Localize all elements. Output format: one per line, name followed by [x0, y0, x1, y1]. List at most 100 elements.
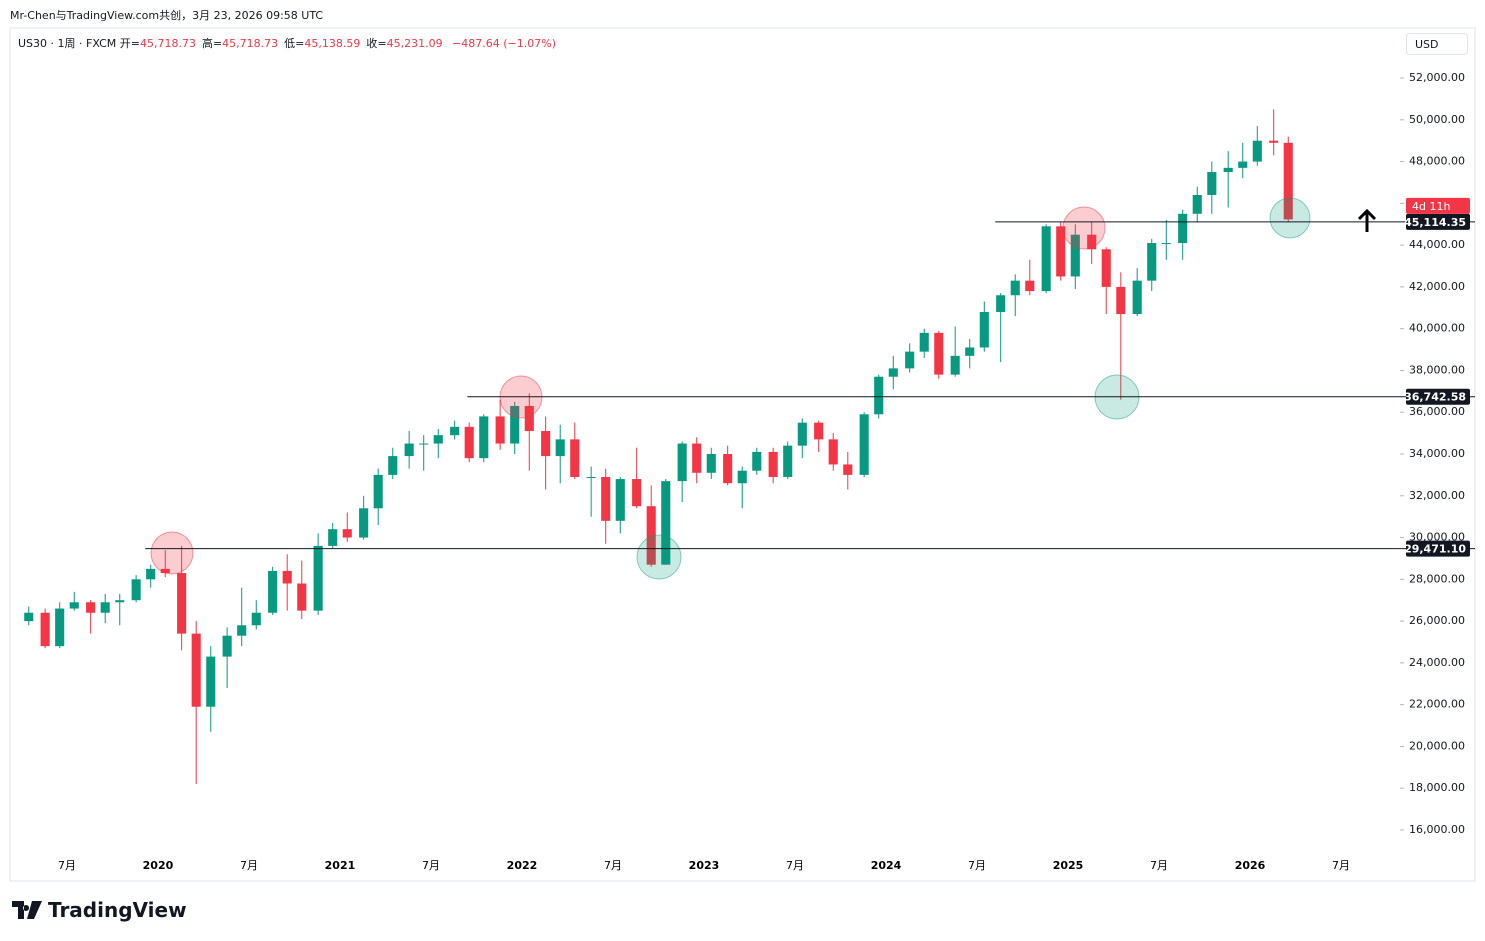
- y-tick-label: 26,000.00: [1409, 614, 1465, 627]
- ohlc-value: 45,718.73: [222, 37, 279, 50]
- candle-body: [1269, 140, 1279, 143]
- price-label-bg: [1406, 388, 1470, 405]
- candle-body: [479, 416, 489, 459]
- currency-button[interactable]: USD: [1406, 33, 1468, 55]
- y-tick-label: 52,000.00: [1409, 71, 1465, 84]
- candle-body: [1087, 234, 1097, 250]
- chart-frame: [9, 27, 1476, 882]
- candle-body: [814, 422, 824, 440]
- candle-body: [874, 376, 884, 415]
- candle-body: [313, 545, 323, 611]
- ohlc: 开=45,718.73 高=45,718.73 低=45,138.59 收=45,23…: [120, 37, 449, 50]
- candle-body: [191, 633, 201, 707]
- candle-body: [859, 414, 869, 475]
- y-tick-label: 22,000.00: [1409, 698, 1465, 711]
- x-tick-label: 7月: [604, 859, 622, 872]
- candle-body: [1161, 243, 1171, 245]
- candle-body: [965, 347, 975, 356]
- symbol: US30 · 1周 · FXCM: [18, 37, 117, 50]
- candle-body: [1178, 213, 1188, 244]
- brand-name: TradingView: [48, 898, 187, 922]
- circle: [1062, 206, 1106, 250]
- candle-body: [996, 295, 1006, 312]
- candle-body: [632, 479, 642, 507]
- candle-body: [661, 481, 671, 565]
- candle-body: [1025, 280, 1035, 292]
- candle-body: [1207, 172, 1217, 196]
- candle-body: [160, 568, 170, 574]
- candle-body: [1116, 286, 1126, 315]
- price-label-bg: [1406, 213, 1470, 230]
- y-tick-label: 36,000.00: [1409, 405, 1465, 418]
- credit: Mr-Chen与TradingView.com共创，3月 23, 2026 09…: [10, 9, 324, 22]
- circle: [636, 534, 682, 580]
- candle-body: [222, 635, 232, 657]
- x-tick-label: 7月: [1150, 859, 1168, 872]
- circle: [1269, 197, 1311, 239]
- candle-body: [692, 443, 702, 473]
- candle-body: [677, 443, 687, 482]
- y-tick-label: 32,000.00: [1409, 489, 1465, 502]
- change: −487.64 (−1.07%): [452, 37, 557, 50]
- candle-body: [1101, 249, 1111, 287]
- ohlc-label: 低=: [284, 37, 305, 50]
- ohlc-value: 45,231.09: [386, 37, 443, 50]
- candle-body: [1223, 167, 1233, 173]
- ohlc-value: 45,138.59: [304, 37, 361, 50]
- candle-body: [495, 416, 505, 444]
- logo: [12, 901, 42, 919]
- candle-body: [615, 479, 625, 521]
- candle-body: [24, 612, 34, 622]
- candle-body: [251, 612, 261, 626]
- candle-body: [177, 573, 187, 634]
- candle-body: [783, 445, 793, 477]
- y-tick-label: 42,000.00: [1409, 280, 1465, 293]
- candle-body: [55, 608, 65, 647]
- candle-body: [828, 439, 838, 465]
- x-tick-label: 7月: [58, 859, 76, 872]
- candle-body: [752, 451, 762, 471]
- candle-body: [1041, 226, 1051, 292]
- candle-body: [524, 405, 534, 432]
- candle-body: [905, 351, 915, 369]
- candle-body: [419, 443, 429, 445]
- x-tick-label: 2023: [689, 859, 720, 872]
- y-tick-label: 44,000.00: [1409, 238, 1465, 251]
- brand: TradingView: [12, 898, 187, 922]
- x-tick-label: 7月: [968, 859, 986, 872]
- ohlc-label: 开=: [119, 37, 140, 50]
- candle-body: [570, 439, 580, 477]
- legend: US30 · 1周 · FXCM 开=45,718.73 高=45,718.73 低…: [18, 35, 562, 51]
- candle-body: [359, 508, 369, 538]
- x-tick-label: 2025: [1053, 859, 1084, 872]
- x-tick-label: 2024: [871, 859, 902, 872]
- y-tick-label: 28,000.00: [1409, 572, 1465, 585]
- candle-body: [646, 506, 656, 565]
- candle-body: [388, 456, 398, 475]
- candle-body: [950, 355, 960, 375]
- candle-body: [919, 332, 929, 352]
- candle-body: [282, 570, 292, 584]
- x-tick-label: 7月: [422, 859, 440, 872]
- candle-body: [100, 602, 110, 613]
- candle-body: [328, 529, 338, 546]
- candle-body: [86, 602, 96, 613]
- y-tick-label: 48,000.00: [1409, 155, 1465, 168]
- price-label: 29,471.10: [1404, 543, 1466, 556]
- candle-body: [115, 600, 125, 603]
- price-label-bg: [1406, 540, 1470, 557]
- x-tick-label: 2026: [1235, 859, 1266, 872]
- y-tick-label: 50,000.00: [1409, 113, 1465, 126]
- candle-body: [433, 435, 443, 444]
- circle: [150, 531, 194, 575]
- candle-body: [979, 311, 989, 348]
- x-tick-label: 7月: [240, 859, 258, 872]
- candle-body: [1010, 280, 1020, 296]
- candle-body: [1283, 142, 1293, 220]
- candle-body: [69, 602, 79, 609]
- candle-body: [40, 612, 50, 647]
- candle-body: [1147, 243, 1157, 281]
- candle-body: [601, 476, 611, 521]
- y-tick-label: 24,000.00: [1409, 656, 1465, 669]
